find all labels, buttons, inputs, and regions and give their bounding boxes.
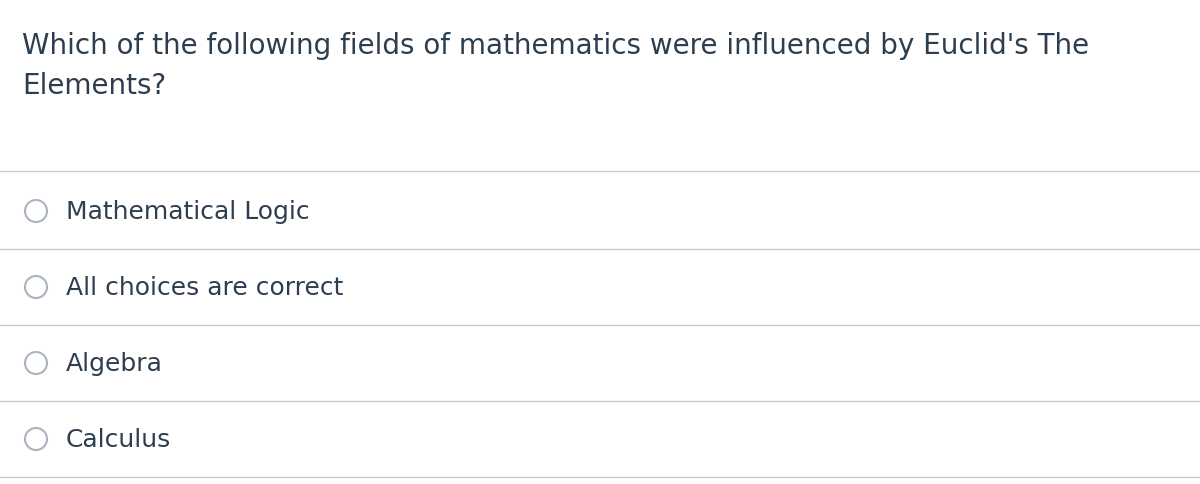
Circle shape — [25, 428, 47, 450]
Circle shape — [25, 200, 47, 223]
Text: Mathematical Logic: Mathematical Logic — [66, 199, 310, 224]
Circle shape — [25, 352, 47, 374]
Text: Elements?: Elements? — [22, 72, 167, 100]
Circle shape — [25, 276, 47, 298]
Text: Algebra: Algebra — [66, 351, 163, 375]
Text: Which of the following fields of mathematics were influenced by Euclid's The: Which of the following fields of mathema… — [22, 32, 1090, 60]
Text: All choices are correct: All choices are correct — [66, 275, 343, 300]
Text: Calculus: Calculus — [66, 427, 172, 451]
